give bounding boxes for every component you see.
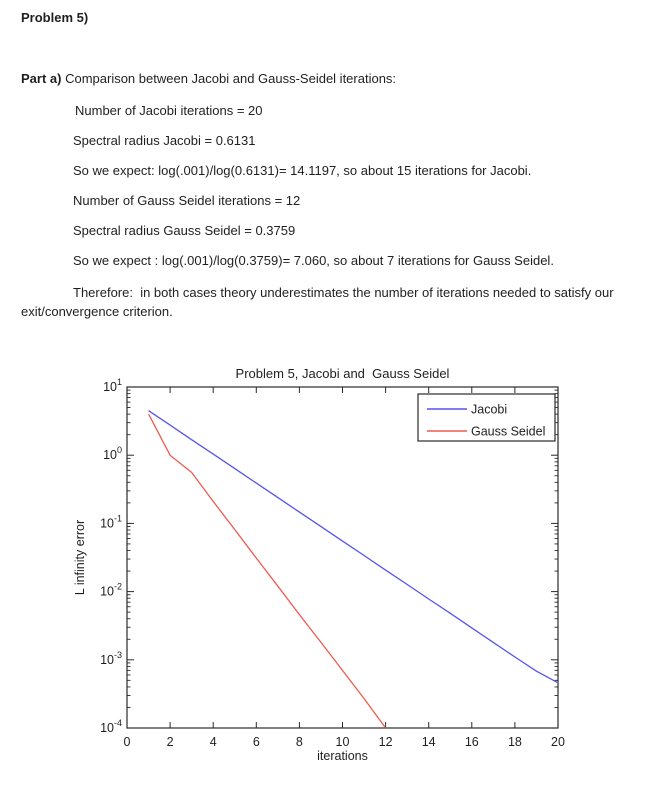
part-a-text: Comparison between Jacobi and Gauss-Seid… xyxy=(61,71,397,86)
part-a-label: Part a) xyxy=(21,71,62,86)
series-line-jacobi xyxy=(148,410,559,684)
x-tick-label: 6 xyxy=(253,735,260,749)
y-axis-label: L infinity error xyxy=(73,520,87,595)
x-axis-label: iterations xyxy=(317,749,368,763)
semilog-chart: Problem 5, Jacobi and Gauss Seidel 0 2 4 6 8 1… xyxy=(73,366,565,763)
part-a-line: Part a) Comparison between Jacobi and Ga… xyxy=(21,71,396,87)
chart-title: Problem 5, Jacobi and Gauss Seidel xyxy=(236,366,450,381)
x-tick-label: 2 xyxy=(167,735,174,749)
y-tick-label: 10-1 xyxy=(100,513,122,530)
x-tick-label: 4 xyxy=(210,735,217,749)
x-tick-label: 0 xyxy=(124,735,131,749)
doc-line-gs-iterations: Number of Gauss Seidel iterations = 12 xyxy=(73,193,301,208)
legend-label: Gauss Seidel xyxy=(471,425,545,439)
y-tick-label: 10-3 xyxy=(100,650,122,667)
problem-heading: Problem 5) xyxy=(21,10,89,25)
doc-line-jacobi-iterations: Number of Jacobi iterations = 20 xyxy=(75,103,263,118)
doc-line-gs-spectral-radius: Spectral radius Gauss Seidel = 0.3759 xyxy=(73,223,296,238)
doc-line-jacobi-spectral-radius: Spectral radius Jacobi = 0.6131 xyxy=(73,133,256,148)
series-line-gauss-seidel xyxy=(148,413,387,729)
doc-line-conclusion-2: exit/convergence criterion. xyxy=(21,304,173,319)
x-tick-label: 16 xyxy=(465,735,479,749)
x-tick-label: 12 xyxy=(379,735,393,749)
x-tick-label: 18 xyxy=(508,735,522,749)
doc-line-gs-expectation: So we expect : log(.001)/log(0.3759)= 7.… xyxy=(73,253,554,268)
x-tick-label: 10 xyxy=(336,735,350,749)
y-tick-label: 100 xyxy=(103,445,122,462)
doc-line-jacobi-expectation: So we expect: log(.001)/log(0.6131)= 14.… xyxy=(73,163,532,178)
y-tick-label: 101 xyxy=(103,377,122,394)
x-tick-label: 20 xyxy=(551,735,565,749)
legend: Jacobi Gauss Seidel xyxy=(417,393,556,442)
x-tick-label: 14 xyxy=(422,735,436,749)
y-tick-label: 10-2 xyxy=(100,582,122,599)
figure-container: Problem 5, Jacobi and Gauss Seidel 0 2 4 6 8 1… xyxy=(0,350,658,795)
axis-ticks: 0 2 4 6 8 10 12 14 16 18 20 101 100 10-1 10-2 10-3 10-4 xyxy=(100,377,565,749)
doc-line-conclusion-1: Therefore: in both cases theory underest… xyxy=(73,285,614,300)
x-tick-label: 8 xyxy=(296,735,303,749)
y-tick-label: 10-4 xyxy=(100,718,122,735)
legend-label: Jacobi xyxy=(471,403,507,417)
legend-box xyxy=(417,393,556,442)
